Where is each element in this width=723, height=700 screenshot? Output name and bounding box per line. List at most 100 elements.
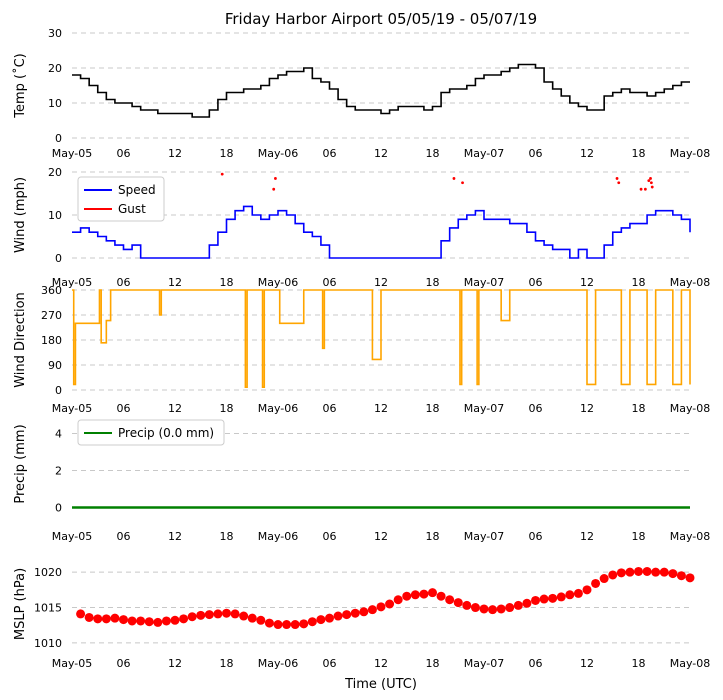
x-tick-label: 12 [168, 147, 182, 160]
x-tick-label: May-08 [670, 657, 711, 670]
mslp-point [436, 591, 446, 601]
legend-box [77, 419, 225, 446]
x-tick-label: 18 [220, 402, 234, 415]
mslp-point [582, 585, 592, 595]
x-tick-label: 12 [580, 402, 594, 415]
x-tick-label: 12 [168, 530, 182, 543]
y-axis-label: MSLP (hPa) [13, 568, 28, 640]
mslp-point [616, 568, 626, 578]
mslp-point [428, 588, 437, 598]
y-tick-label: 4 [55, 427, 62, 440]
x-tick-label: 06 [117, 147, 131, 160]
mslp-point [273, 620, 283, 630]
x-tick-label: 06 [529, 276, 543, 289]
x-tick-label: 18 [220, 657, 234, 670]
x-tick-label: 12 [580, 147, 594, 160]
mslp-point [93, 614, 103, 624]
y-axis-label: Temp (˚C) [12, 53, 28, 119]
mslp-point [385, 599, 395, 609]
mslp-point [488, 605, 498, 615]
legend-label: Precip (0.0 mm) [118, 426, 214, 440]
y-tick-label: 180 [41, 334, 62, 347]
series-line-speed [72, 205, 691, 259]
x-tick-label: May-06 [258, 147, 299, 160]
gust-point [639, 187, 643, 191]
mslp-point [445, 595, 455, 605]
mslp-point [573, 588, 583, 598]
gust-point [649, 181, 653, 185]
mslp-point [196, 610, 206, 620]
chart-title: Friday Harbor Airport 05/05/19 - 05/07/1… [225, 10, 537, 28]
x-tick-label: May-08 [670, 276, 711, 289]
mslp-point [642, 566, 652, 576]
gust-point [617, 181, 621, 185]
mslp-point [170, 615, 180, 625]
mslp-point [462, 600, 472, 610]
mslp-point [659, 567, 669, 577]
x-tick-label: May-06 [258, 402, 299, 415]
x-tick-label: May-07 [464, 147, 505, 160]
y-tick-label: 0 [55, 501, 62, 514]
legend-label: Gust [118, 202, 146, 216]
mslp-point [325, 613, 334, 623]
y-tick-label: 20 [48, 62, 62, 75]
mslp-point [316, 615, 326, 625]
mslp-point [419, 589, 429, 599]
mslp-point [565, 590, 575, 600]
x-tick-label: 18 [426, 402, 440, 415]
mslp-point [359, 607, 369, 617]
y-tick-label: 30 [48, 27, 62, 40]
x-tick-label: 18 [426, 147, 440, 160]
x-tick-label: 18 [426, 530, 440, 543]
mslp-point [470, 603, 480, 613]
mslp-point [591, 578, 601, 588]
legend-wind: Speed Gust [77, 176, 165, 222]
y-axis-label: Precip (mm) [13, 424, 28, 503]
mslp-point [522, 598, 532, 608]
panel-precip: 0 2 4 May-05 06 12 18 May-06 06 12 18 May-07 06 12 18 M… [13, 419, 710, 543]
mslp-point [548, 593, 558, 603]
mslp-point [222, 608, 231, 618]
x-tick-label: 18 [632, 657, 646, 670]
mslp-point [213, 609, 223, 619]
y-tick-label: 10 [48, 97, 62, 110]
gust-point [220, 172, 224, 176]
mslp-point [144, 617, 154, 627]
x-tick-label: 12 [374, 402, 388, 415]
mslp-point [685, 573, 695, 583]
x-tick-label: 12 [374, 657, 388, 670]
x-tick-label: May-05 [52, 530, 93, 543]
x-tick-label: 12 [580, 657, 594, 670]
x-tick-label: 06 [117, 276, 131, 289]
x-tick-label: May-07 [464, 530, 505, 543]
mslp-point [634, 566, 643, 576]
mslp-point [187, 612, 197, 622]
x-tick-label: 06 [323, 147, 337, 160]
mslp-point [136, 616, 146, 626]
y-tick-label: 20 [48, 166, 62, 179]
mslp-point [342, 610, 352, 620]
mslp-point [307, 617, 317, 627]
x-tick-label: 06 [323, 276, 337, 289]
x-tick-label: 18 [632, 276, 646, 289]
x-tick-label: May-05 [52, 402, 93, 415]
x-tick-label: May-06 [258, 657, 299, 670]
x-tick-label: May-08 [670, 147, 711, 160]
x-tick-label: May-05 [52, 147, 93, 160]
x-tick-label: 18 [426, 657, 440, 670]
y-axis-label: Wind Direction [13, 292, 28, 388]
x-tick-label: 18 [220, 276, 234, 289]
mslp-point [651, 567, 661, 577]
y-tick-label: 1020 [34, 566, 62, 579]
mslp-point [290, 620, 300, 630]
mslp-point [239, 611, 249, 621]
x-tick-label: 12 [580, 530, 594, 543]
mslp-point [179, 614, 189, 624]
mslp-point [119, 615, 128, 625]
x-tick-label: 06 [117, 530, 131, 543]
x-tick-label: 06 [117, 402, 131, 415]
y-tick-label: 10 [48, 209, 62, 222]
mslp-point [539, 594, 549, 604]
